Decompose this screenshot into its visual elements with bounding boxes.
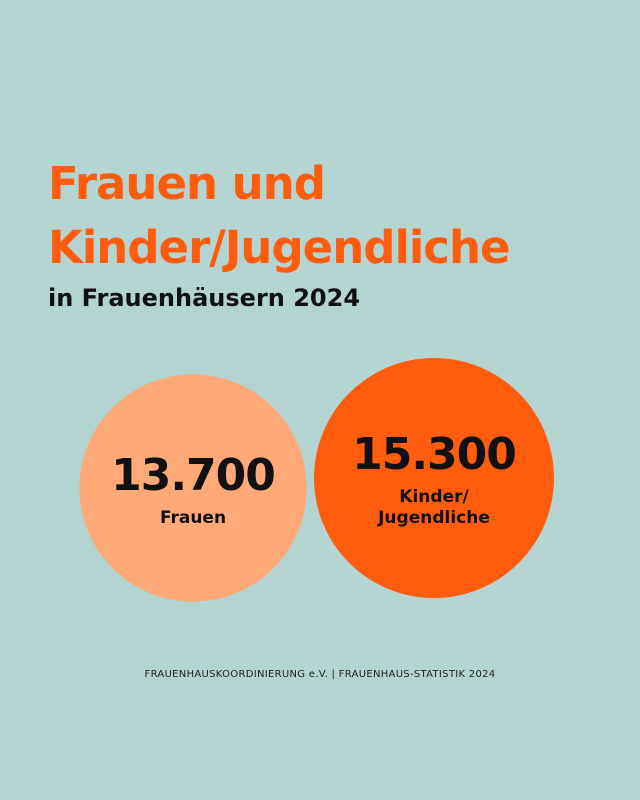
chart-title: Frauen und Kinder/Jugendliche (48, 152, 511, 280)
bubble-1-value: 13.700 (111, 450, 275, 501)
source-footer: FRAUENHAUSKOORDINIERUNG e.V. | FRAUENHAU… (144, 669, 496, 680)
title-line-2: Kinder/Jugendliche (48, 221, 511, 274)
bubble-2-label-line-2: Jugendliche (377, 508, 490, 528)
bubble-2-label-line-1: Kinder/ (399, 487, 469, 507)
chart-subtitle: in Frauenhäusern 2024 (48, 284, 361, 312)
bubble-1 (79, 374, 307, 602)
bubble-1-label-line-1: Frauen (160, 508, 226, 528)
bubble-2 (314, 358, 554, 598)
title-line-1: Frauen und (48, 157, 326, 210)
bubble-2-value: 15.300 (352, 429, 516, 480)
